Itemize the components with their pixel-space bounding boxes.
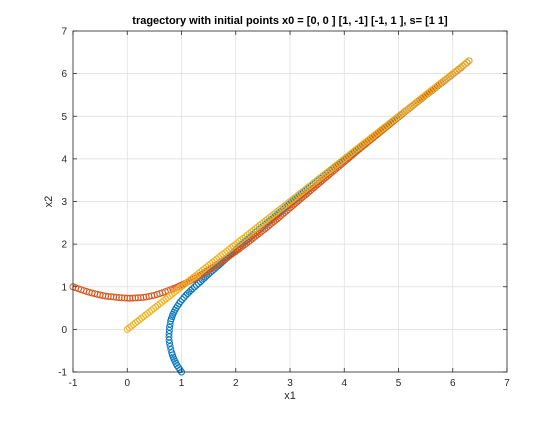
data-point-interp	[129, 294, 137, 302]
y-tick-label: 7	[61, 27, 67, 38]
data-point-interp	[131, 294, 139, 302]
data-point	[166, 323, 174, 331]
data-point-interp	[192, 281, 200, 289]
x-tick-label: 4	[341, 378, 347, 389]
data-point-interp	[104, 292, 112, 300]
x-axis-label: x1	[284, 390, 296, 402]
series-2	[69, 57, 473, 302]
tick-marks-and-labels: -1 0 1 2 3 4 5 6 7 -1 0 1 2 3 4 5 6 7	[58, 27, 510, 390]
y-tick-label: 0	[61, 325, 67, 336]
data-point-interp	[190, 283, 198, 291]
data-point	[102, 292, 110, 300]
data-point	[168, 349, 176, 357]
data-point-interp	[107, 293, 115, 301]
x-tick-label: 3	[287, 378, 293, 389]
data-point-interp	[166, 320, 174, 328]
x-tick-label: 1	[179, 378, 185, 389]
y-tick-label: 6	[61, 69, 67, 80]
series-1	[165, 57, 473, 376]
data-point-interp	[123, 294, 131, 302]
data-point-interp	[180, 293, 188, 301]
data-point	[465, 57, 473, 65]
x-tick-label: 6	[450, 378, 456, 389]
data-point	[188, 285, 196, 293]
data-point-interp	[178, 296, 186, 303]
data-point-interp	[115, 294, 123, 301]
y-tick-label: 1	[61, 282, 67, 293]
data-point-interp	[137, 294, 145, 301]
data-point	[176, 298, 184, 306]
data-point	[166, 342, 174, 350]
data-point-interp	[175, 300, 183, 308]
data-point-interp	[463, 58, 471, 66]
data-point	[110, 293, 118, 301]
data-point	[126, 294, 134, 302]
x-tick-label: 0	[124, 378, 130, 389]
data-point-interp	[112, 293, 120, 301]
y-tick-label: 2	[61, 240, 67, 251]
y-tick-label: -1	[58, 368, 67, 379]
x-tick-label: 7	[504, 378, 510, 389]
x-tick-label: 5	[396, 378, 402, 389]
series-3	[123, 57, 473, 333]
data-point	[134, 294, 142, 302]
data-point-interp	[165, 326, 173, 334]
x-tick-label: 2	[233, 378, 239, 389]
y-tick-label: 4	[61, 154, 67, 165]
data-point-interp	[167, 346, 175, 354]
data-point-interp	[99, 292, 107, 300]
data-point-interp	[187, 287, 195, 294]
data-point	[118, 294, 126, 302]
y-tick-label: 5	[61, 112, 67, 123]
x-tick-label: -1	[69, 378, 78, 389]
y-tick-label: 3	[61, 197, 67, 208]
data-point-interp	[140, 293, 147, 301]
y-axis-label: x2	[43, 196, 55, 208]
data-series	[69, 57, 473, 376]
data-point-interp	[121, 294, 128, 302]
chart-title: tragectory with initial points x0 = [0, …	[132, 15, 448, 27]
